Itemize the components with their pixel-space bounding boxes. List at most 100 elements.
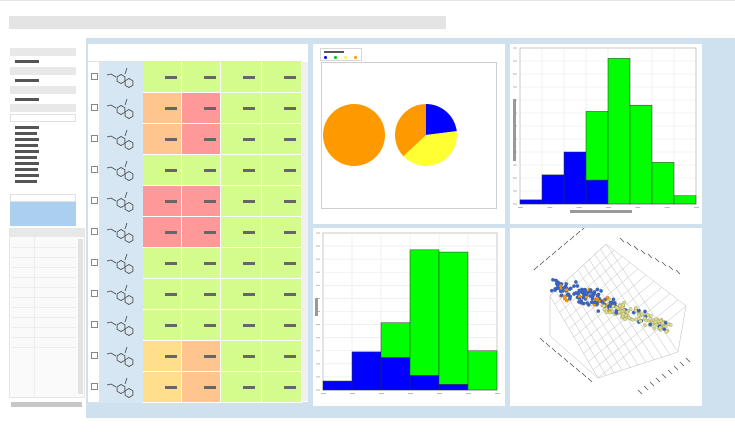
list-item[interactable] bbox=[15, 162, 39, 165]
row-checkbox[interactable] bbox=[91, 135, 98, 142]
table-cell[interactable] bbox=[262, 155, 302, 186]
table-vertical-scrollbar[interactable] bbox=[302, 62, 308, 401]
list-item[interactable] bbox=[15, 180, 37, 183]
list-item[interactable] bbox=[15, 132, 37, 135]
table-cell[interactable] bbox=[143, 62, 182, 93]
table-cell[interactable] bbox=[221, 279, 262, 310]
table-cell[interactable] bbox=[221, 372, 262, 403]
list-item[interactable] bbox=[15, 174, 39, 177]
table-cell[interactable] bbox=[221, 62, 262, 93]
horizontal-scrollbar[interactable] bbox=[11, 402, 82, 407]
table-cell[interactable] bbox=[221, 93, 262, 124]
table-cell[interactable] bbox=[143, 186, 182, 217]
table-cell[interactable] bbox=[221, 248, 262, 279]
grid-scrollbar[interactable] bbox=[78, 239, 83, 394]
table-cell[interactable] bbox=[143, 310, 182, 341]
row-checkbox[interactable] bbox=[91, 383, 98, 390]
table-cell[interactable] bbox=[182, 124, 221, 155]
table-cell[interactable] bbox=[182, 248, 221, 279]
list-item[interactable] bbox=[15, 60, 39, 63]
table-row[interactable] bbox=[88, 341, 302, 372]
row-checkbox[interactable] bbox=[91, 352, 98, 359]
table-row[interactable] bbox=[12, 297, 76, 298]
table-row[interactable] bbox=[12, 257, 76, 258]
table-cell[interactable] bbox=[262, 124, 302, 155]
row-checkbox[interactable] bbox=[91, 259, 98, 266]
table-cell[interactable] bbox=[143, 372, 182, 403]
row-checkbox[interactable] bbox=[91, 104, 98, 111]
filter-input[interactable] bbox=[10, 114, 76, 122]
table-row[interactable] bbox=[88, 248, 302, 279]
selected-item[interactable] bbox=[10, 202, 76, 226]
chart-legend[interactable] bbox=[320, 48, 362, 61]
list-item[interactable] bbox=[15, 126, 39, 129]
table-row[interactable] bbox=[88, 124, 302, 155]
list-item[interactable] bbox=[15, 98, 39, 101]
table-cell[interactable] bbox=[182, 372, 221, 403]
row-checkbox[interactable] bbox=[91, 166, 98, 173]
table-cell[interactable] bbox=[143, 93, 182, 124]
row-checkbox[interactable] bbox=[91, 290, 98, 297]
table-cell[interactable] bbox=[182, 217, 221, 248]
table-cell[interactable] bbox=[182, 155, 221, 186]
row-checkbox[interactable] bbox=[91, 321, 98, 328]
table-cell[interactable] bbox=[262, 372, 302, 403]
table-cell[interactable] bbox=[143, 341, 182, 372]
list-item[interactable] bbox=[15, 138, 39, 141]
table-cell[interactable] bbox=[262, 310, 302, 341]
list-item[interactable] bbox=[15, 168, 38, 171]
table-row[interactable] bbox=[12, 277, 76, 278]
table-row[interactable] bbox=[12, 317, 76, 318]
table-cell[interactable] bbox=[182, 62, 221, 93]
table-row[interactable] bbox=[88, 310, 302, 341]
table-cell[interactable] bbox=[182, 310, 221, 341]
table-row[interactable] bbox=[88, 62, 302, 93]
option-field[interactable] bbox=[10, 194, 76, 202]
table-cell[interactable] bbox=[143, 124, 182, 155]
list-item[interactable] bbox=[15, 144, 38, 147]
table-cell[interactable] bbox=[221, 155, 262, 186]
table-row[interactable] bbox=[12, 267, 76, 268]
row-checkbox[interactable] bbox=[91, 197, 98, 204]
list-item[interactable] bbox=[15, 79, 39, 82]
list-item[interactable] bbox=[15, 156, 37, 159]
panel-resize-handle[interactable] bbox=[513, 99, 516, 161]
table-row[interactable] bbox=[12, 327, 76, 328]
table-row[interactable] bbox=[12, 337, 76, 338]
table-cell[interactable] bbox=[262, 217, 302, 248]
table-row[interactable] bbox=[88, 93, 302, 124]
list-item[interactable] bbox=[15, 150, 39, 153]
table-cell[interactable] bbox=[262, 93, 302, 124]
table-cell[interactable] bbox=[262, 248, 302, 279]
table-cell[interactable] bbox=[182, 279, 221, 310]
table-row[interactable] bbox=[88, 155, 302, 186]
table-row[interactable] bbox=[12, 247, 76, 248]
table-row[interactable] bbox=[88, 186, 302, 217]
panel-resize-handle[interactable] bbox=[570, 210, 632, 213]
table-cell[interactable] bbox=[262, 62, 302, 93]
table-cell[interactable] bbox=[143, 279, 182, 310]
table-row[interactable] bbox=[12, 307, 76, 308]
row-checkbox[interactable] bbox=[91, 228, 98, 235]
table-cell[interactable] bbox=[221, 124, 262, 155]
table-cell[interactable] bbox=[143, 155, 182, 186]
table-row[interactable] bbox=[88, 372, 302, 403]
table-row[interactable] bbox=[12, 287, 76, 288]
table-cell[interactable] bbox=[143, 248, 182, 279]
table-cell[interactable] bbox=[221, 186, 262, 217]
table-cell[interactable] bbox=[221, 341, 262, 372]
panel-resize-handle[interactable] bbox=[315, 298, 318, 316]
table-cell[interactable] bbox=[182, 341, 221, 372]
table-cell[interactable] bbox=[182, 186, 221, 217]
table-cell[interactable] bbox=[143, 217, 182, 248]
table-cell[interactable] bbox=[221, 217, 262, 248]
table-row[interactable] bbox=[88, 217, 302, 248]
table-row[interactable] bbox=[88, 279, 302, 310]
table-cell[interactable] bbox=[182, 93, 221, 124]
row-checkbox[interactable] bbox=[91, 73, 98, 80]
table-cell[interactable] bbox=[262, 279, 302, 310]
table-row[interactable] bbox=[12, 347, 76, 348]
table-cell[interactable] bbox=[221, 310, 262, 341]
table-cell[interactable] bbox=[262, 341, 302, 372]
table-cell[interactable] bbox=[262, 186, 302, 217]
